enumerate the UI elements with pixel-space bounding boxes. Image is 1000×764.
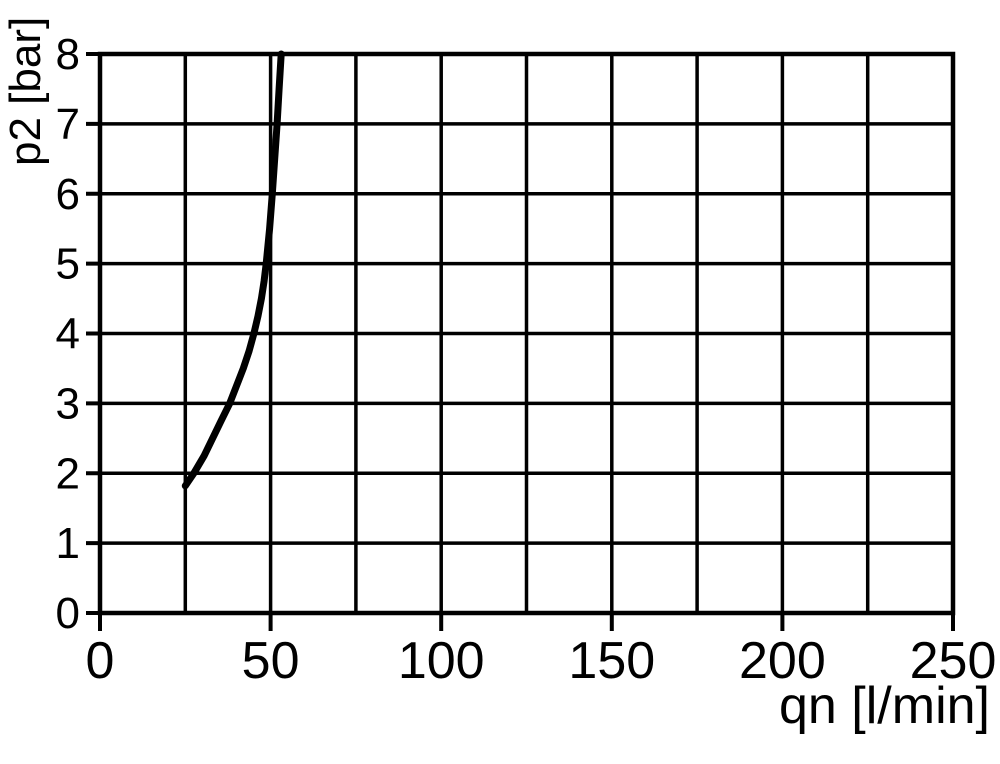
y-tick-label: 1 bbox=[56, 519, 80, 568]
y-tick-label: 3 bbox=[56, 379, 80, 428]
x-tick-label: 0 bbox=[86, 632, 115, 690]
x-tick-label: 250 bbox=[910, 632, 997, 690]
y-tick-label: 2 bbox=[56, 449, 80, 498]
y-tick-label: 8 bbox=[56, 30, 80, 79]
x-tick-label: 50 bbox=[242, 632, 300, 690]
y-tick-label: 4 bbox=[56, 310, 80, 359]
plot-frame bbox=[97, 51, 956, 616]
flow-curve bbox=[181, 50, 285, 490]
x-tick-label: 200 bbox=[739, 632, 826, 690]
y-axis-title: p2 [bar] bbox=[1, 16, 50, 166]
x-axis-title: qn [l/min] bbox=[779, 677, 990, 735]
y-tick-label: 5 bbox=[56, 240, 80, 289]
y-tick-label: 6 bbox=[56, 170, 80, 219]
x-tick-label: 150 bbox=[568, 632, 655, 690]
x-tick-label: 100 bbox=[398, 632, 485, 690]
y-tick-label: 7 bbox=[56, 100, 80, 149]
y-tick-label: 0 bbox=[56, 589, 80, 638]
